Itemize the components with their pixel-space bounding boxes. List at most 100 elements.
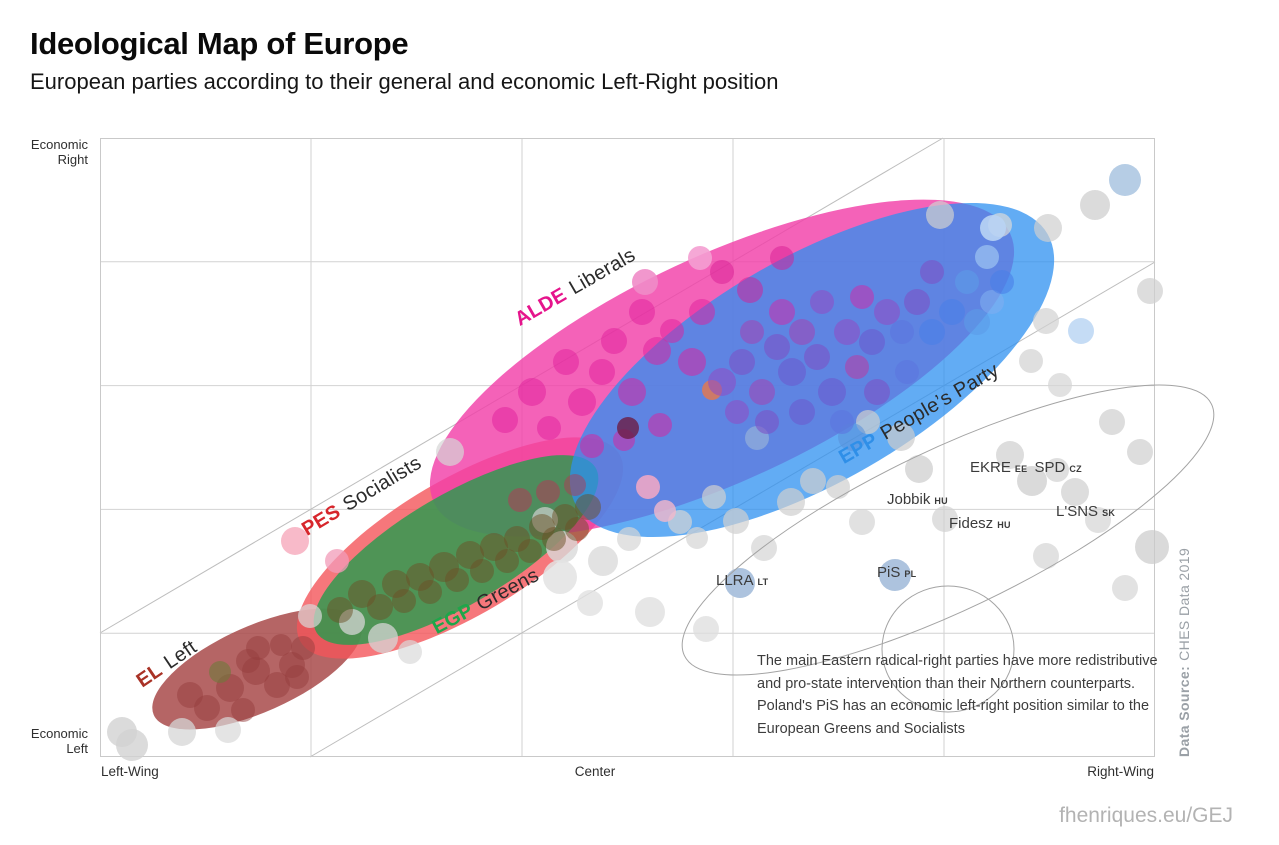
scatter-dot: [710, 260, 734, 284]
scatter-dot: [879, 559, 911, 591]
scatter-dot: [980, 290, 1004, 314]
scatter-dot: [543, 560, 577, 594]
scatter-dot: [702, 485, 726, 509]
party-name: Fidesz: [949, 515, 994, 532]
scatter-dot: [660, 319, 684, 343]
scatter-dot: [568, 388, 596, 416]
scatter-dot: [392, 589, 416, 613]
scatter-dot: [749, 379, 775, 405]
scatter-dot: [939, 299, 965, 325]
scatter-dot: [1045, 458, 1069, 482]
scatter-dot: [955, 270, 979, 294]
x-axis-label-center: Center: [574, 764, 616, 779]
y-axis-label-top-line1: Economic: [30, 137, 88, 152]
annotation: The main Eastern radical-right parties h…: [757, 650, 1159, 740]
scatter-dot: [236, 649, 260, 673]
scatter-dot: [864, 379, 890, 405]
scatter-dot: [818, 378, 846, 406]
scatter-dot: [589, 359, 615, 385]
scatter-dot: [769, 299, 795, 325]
scatter-dot: [1080, 190, 1110, 220]
party-country-code: PL: [904, 569, 917, 579]
plot-frame: [100, 138, 1155, 757]
scatter-dot: [231, 698, 255, 722]
scatter-dot: [1085, 507, 1111, 533]
scatter-dot: [895, 360, 919, 384]
scatter-dot: [770, 246, 794, 270]
scatter-dot: [737, 277, 763, 303]
scatter-dot: [686, 527, 708, 549]
scatter-dot: [1061, 478, 1089, 506]
scatter-dot: [729, 349, 755, 375]
scatter-dot: [1137, 278, 1163, 304]
scatter-dot: [1068, 318, 1094, 344]
scatter-dot: [518, 539, 542, 563]
scatter-dot: [834, 319, 860, 345]
scatter-dot: [1048, 373, 1072, 397]
annotation-line: and pro-state intervention than their No…: [757, 675, 1136, 692]
y-axis-label-top: Economic Right: [18, 137, 88, 167]
scatter-dot: [327, 597, 353, 623]
scatter-dot: [755, 410, 779, 434]
scatter-dot: [368, 623, 398, 653]
scatter-dot: [1135, 530, 1169, 564]
scatter-dot: [751, 535, 777, 561]
annotation-line: The main Eastern radical-right parties h…: [757, 653, 1158, 669]
plot-area: [99, 137, 1215, 761]
scatter-dot: [1109, 164, 1141, 196]
scatter-dot: [575, 494, 601, 520]
credit-link[interactable]: fhenriques.eu/GEJ: [1059, 804, 1233, 827]
scatter-dot: [445, 568, 469, 592]
scatter-dot: [632, 269, 658, 295]
scatter-dot: [542, 527, 566, 551]
scatter-dot: [418, 580, 442, 604]
scatter-dot: [905, 455, 933, 483]
scatter-dot: [789, 399, 815, 425]
scatter-dot: [1033, 543, 1059, 569]
party-label-ekre: EKRE EE SPD CZ: [970, 459, 1082, 476]
scatter-dot: [470, 559, 494, 583]
scatter-dot: [826, 475, 850, 499]
scatter-dot: [1099, 409, 1125, 435]
scatter-dot: [194, 695, 220, 721]
party-label-fidesz: Fidesz HU: [949, 515, 1011, 532]
scatter-dot: [804, 344, 830, 370]
scatter-dot: [1034, 214, 1062, 242]
scatter-dot: [990, 270, 1014, 294]
scatter-dot: [580, 434, 604, 458]
scatter-dot: [636, 475, 660, 499]
scatter-dot: [648, 413, 672, 437]
scatter-dot: [926, 201, 954, 229]
scatter-dot: [849, 509, 875, 535]
scatter-dot: [810, 290, 834, 314]
scatter-dot: [553, 349, 579, 375]
scatter-dot: [654, 500, 676, 522]
scatter-dot: [740, 320, 764, 344]
party-label-jobbik: Jobbik HU: [887, 491, 948, 508]
party-country-code: HU: [997, 520, 1011, 530]
scatter-dot: [209, 661, 231, 683]
scatter-dot: [168, 718, 196, 746]
data-source-note: Data Source: CHES Data 2019: [1176, 548, 1192, 757]
annotation-line: Poland's PiS has an economic left-right …: [757, 698, 1150, 714]
scatter-dot: [291, 636, 315, 660]
scatter-dot: [1127, 439, 1153, 465]
group-ellipse-epp: [569, 202, 1055, 538]
scatter-dot: [398, 640, 422, 664]
party-country-code: LT: [757, 577, 769, 587]
scatter-dot: [601, 328, 627, 354]
scatter-dot: [285, 665, 309, 689]
scatter-dot: [764, 334, 790, 360]
scatter-dot: [920, 260, 944, 284]
scatter-dot: [577, 590, 603, 616]
scatter-dot: [688, 246, 712, 270]
scatter-dot: [215, 717, 241, 743]
scatter-dot: [964, 309, 990, 335]
party-country-code: SK: [1102, 508, 1116, 518]
party-name: Jobbik: [887, 491, 931, 508]
party-country-code: HU: [934, 496, 948, 506]
data-source-prefix: Data Source:: [1176, 665, 1192, 757]
scatter-dot: [436, 438, 464, 466]
scatter-dot: [689, 299, 715, 325]
scatter-dot: [678, 348, 706, 376]
